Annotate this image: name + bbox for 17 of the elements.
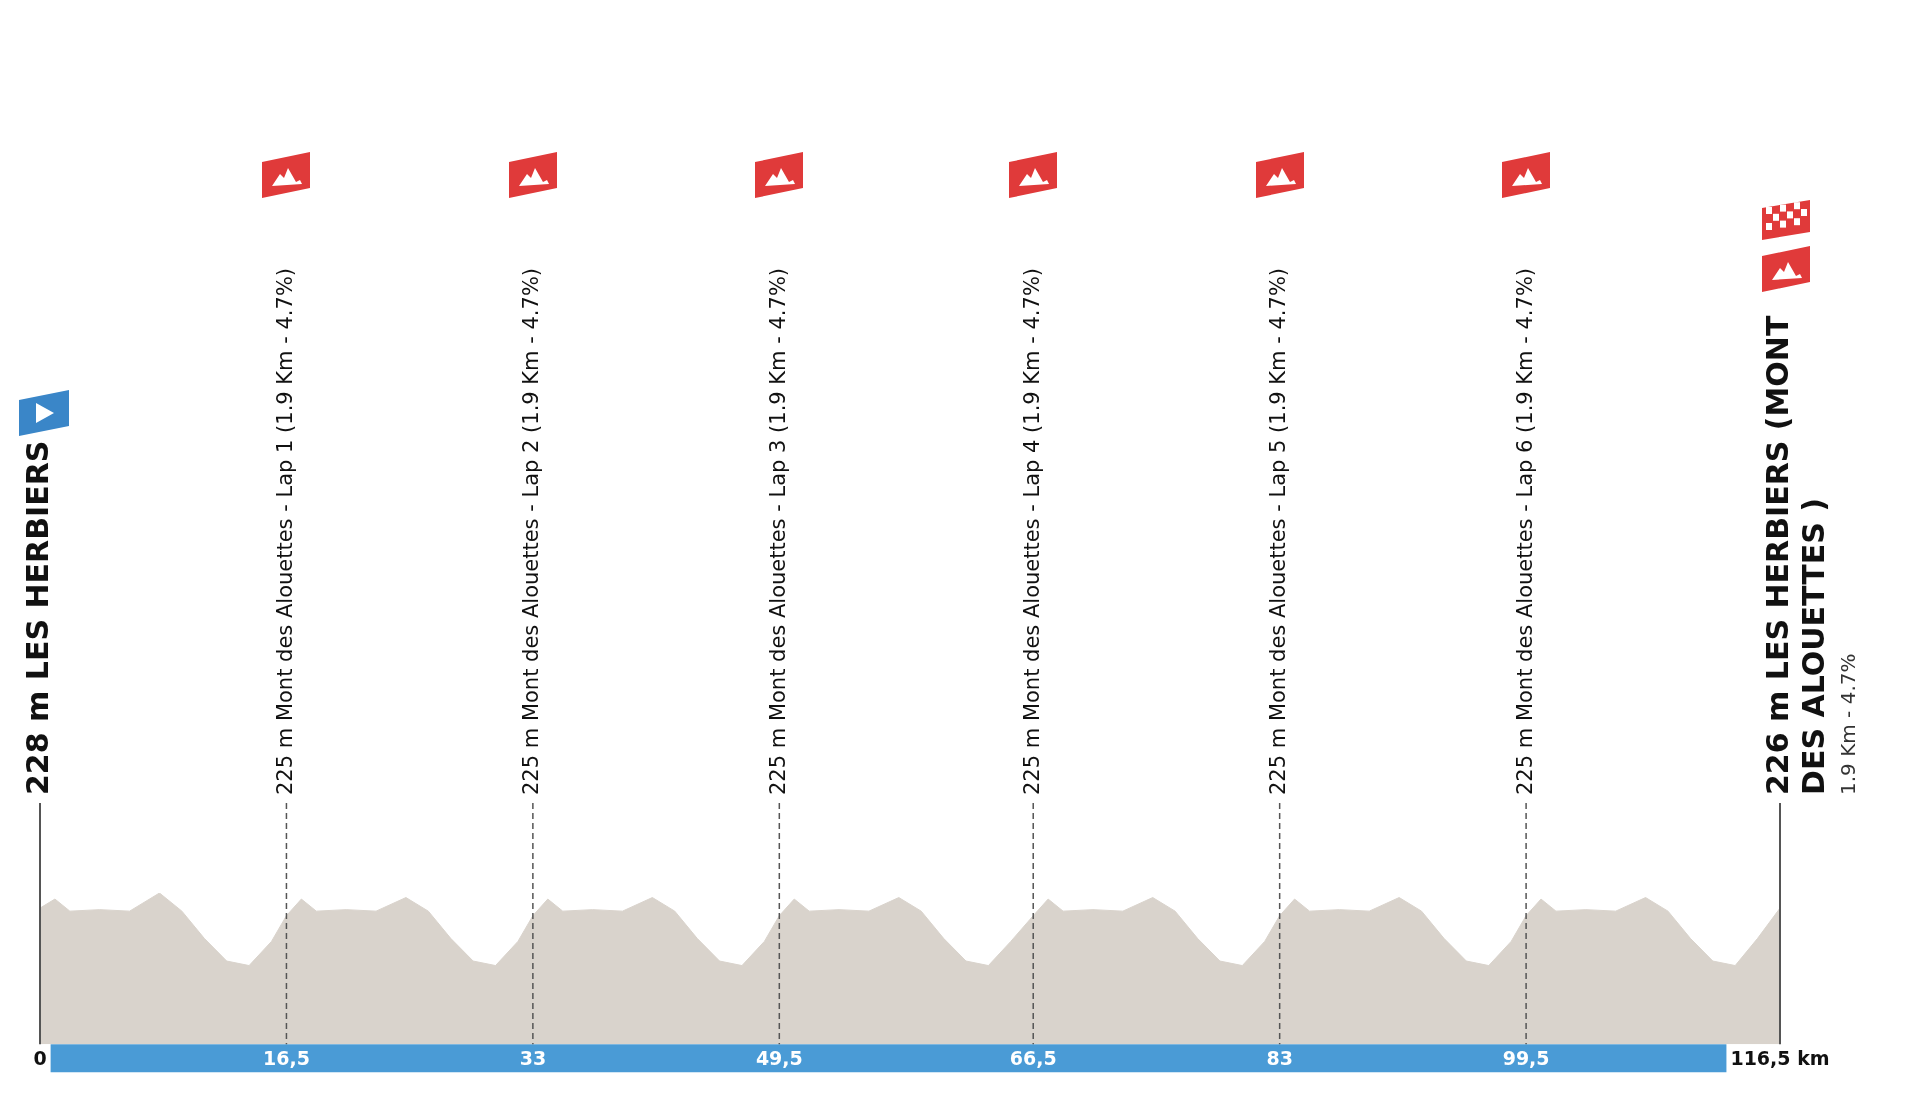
ref-line-label: 225 m Mont des Alouettes - Lap 1 (1.9 Km - 4.7%)	[272, 267, 297, 795]
ref-line-label: 225 m Mont des Alouettes - Lap 5 (1.9 Km - 4.7%)	[1266, 267, 1291, 795]
x-tick-label: 116,5 km	[1730, 1046, 1830, 1069]
x-tick-label: 99,5	[1502, 1046, 1550, 1069]
ref-line-label: 225 m Mont des Alouettes - Lap 3 (1.9 Km - 4.7%)	[765, 267, 790, 795]
ref-line-label: 226 m LES HERBIERS (MONT DES ALOUETTES )	[1759, 315, 1831, 795]
ref-line-label: 225 m Mont des Alouettes - Lap 2 (1.9 Km - 4.7%)	[519, 267, 544, 795]
x-tick-label: 49,5	[755, 1046, 803, 1069]
ref-line-label: 225 m Mont des Alouettes - Lap 6 (1.9 Km - 4.7%)	[1512, 267, 1537, 795]
ref-line-label: 228 m LES HERBIERS	[19, 440, 55, 795]
x-tick-label: 0	[33, 1046, 47, 1069]
text: 1.9 Km - 4.7%	[1836, 653, 1861, 795]
x-tick-label: 66,5	[1009, 1046, 1057, 1069]
x-tick-label: 33	[519, 1046, 547, 1069]
x-tick-label: 83	[1266, 1046, 1293, 1069]
x-tick-label: 16,5	[262, 1046, 310, 1069]
ref-line-label: 225 m Mont des Alouettes - Lap 4 (1.9 Km - 4.7%)	[1019, 267, 1044, 795]
